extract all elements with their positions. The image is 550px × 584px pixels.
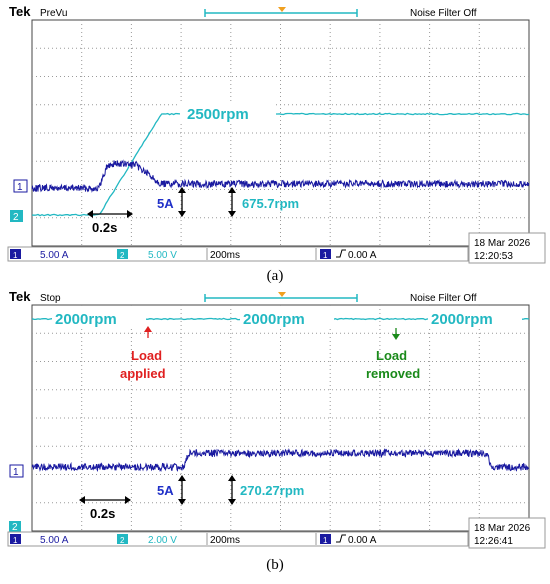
speed-label-right-backdrop — [428, 309, 522, 329]
speed-label-backdrop — [180, 104, 276, 124]
time-scale-label: 0.2s — [92, 220, 117, 235]
trigger-source-icon[interactable] — [320, 249, 331, 259]
ch2-speed-trace — [31, 112, 530, 217]
brand-label: Tek — [9, 289, 31, 304]
ch2-scale-readout: 2.00 V — [148, 535, 177, 546]
brand-label: Tek — [9, 4, 31, 19]
time-readout: 12:20:53 — [474, 251, 513, 262]
speed-label-left-backdrop — [52, 309, 146, 329]
ch1-current-trace — [31, 447, 530, 473]
ch2-scale-readout: 5.00 V — [148, 250, 177, 261]
timebase-readout: 200ms — [210, 250, 240, 261]
speed-value-label: 2500rpm — [187, 106, 249, 123]
scope-panel-a: Tek PreVu Noise Filter Off 2500rpm 1 2 5… — [0, 0, 550, 290]
load-applied-arrowhead — [144, 326, 152, 332]
speed-label-right: 2000rpm — [431, 311, 493, 328]
panel-caption-b: (b) — [266, 557, 284, 573]
trigger-source-icon[interactable] — [320, 534, 331, 544]
speed-scale-arrowheads — [228, 475, 236, 505]
svg-text:1: 1 — [13, 251, 18, 260]
trigger-position-icon — [278, 7, 286, 12]
date-readout: 18 Mar 2026 — [474, 523, 531, 534]
time-readout: 12:26:41 — [474, 536, 513, 547]
datetime-box — [468, 232, 546, 264]
svg-text:2: 2 — [120, 251, 125, 260]
ch2-status-icon[interactable] — [117, 249, 128, 259]
ch2-marker-box[interactable] — [9, 521, 21, 532]
speed-label-left: 2000rpm — [55, 311, 117, 328]
acquisition-mode: PreVu — [40, 8, 67, 19]
current-scale-arrowheads — [178, 187, 186, 217]
speed-scale-arrowheads — [228, 187, 236, 217]
scope-panel-b: Tek Stop Noise Filter Off 2000rpm 2000rp… — [0, 289, 550, 579]
load-removed-arrowhead — [392, 334, 400, 340]
load-removed-line2: removed — [366, 366, 420, 381]
graticule-grid — [32, 20, 529, 246]
ch1-scale-readout: 5.00 A — [40, 250, 69, 261]
svg-text:1: 1 — [323, 536, 328, 545]
ch1-status-icon[interactable] — [10, 249, 21, 259]
date-readout: 18 Mar 2026 — [474, 238, 531, 249]
ch1-marker: 1 — [17, 182, 23, 193]
ch1-current-trace — [31, 159, 530, 193]
speed-label-mid: 2000rpm — [243, 311, 305, 328]
noise-filter-status: Noise Filter Off — [410, 293, 477, 304]
ch1-marker: 1 — [13, 467, 19, 478]
ch1-marker-box[interactable] — [9, 464, 24, 478]
svg-text:1: 1 — [323, 251, 328, 260]
trigger-edge-icon — [336, 249, 346, 258]
load-applied-line1: Load — [131, 348, 162, 363]
svg-text:1: 1 — [13, 536, 18, 545]
trigger-level-readout: 0.00 A — [348, 535, 377, 546]
trigger-level-readout: 0.00 A — [348, 250, 377, 261]
acquisition-mode: Stop — [40, 293, 61, 304]
load-removed-line1: Load — [376, 348, 407, 363]
panel-caption-a: (a) — [266, 268, 284, 284]
speed-scale-label: 270.27rpm — [240, 483, 304, 498]
current-scale-arrowheads — [178, 475, 186, 505]
trigger-edge-icon — [336, 534, 346, 543]
ch2-marker-box[interactable] — [10, 210, 23, 222]
svg-text:2: 2 — [120, 536, 125, 545]
ch2-marker: 2 — [13, 212, 19, 223]
load-applied-line2: applied — [120, 366, 166, 381]
ch1-status-icon[interactable] — [10, 534, 21, 544]
speed-label-mid-backdrop — [240, 309, 334, 329]
oscilloscope-screen-b: Tek Stop Noise Filter Off 2000rpm 2000rp… — [7, 289, 546, 549]
ch1-marker-box[interactable] — [13, 179, 28, 193]
ch2-marker: 2 — [12, 522, 18, 533]
current-scale-label: 5A — [157, 196, 174, 211]
oscilloscope-screen-a: Tek PreVu Noise Filter Off 2500rpm 1 2 5… — [7, 4, 546, 264]
current-scale-label: 5A — [157, 483, 174, 498]
speed-scale-label: 675.7rpm — [242, 196, 299, 211]
ch2-status-icon[interactable] — [117, 534, 128, 544]
time-scale-arrowheads — [79, 496, 131, 504]
timebase-readout: 200ms — [210, 535, 240, 546]
datetime-box — [468, 517, 546, 549]
ch1-scale-readout: 5.00 A — [40, 535, 69, 546]
time-scale-label: 0.2s — [90, 506, 115, 521]
trigger-position-icon — [278, 292, 286, 297]
graticule-grid — [32, 305, 529, 531]
noise-filter-status: Noise Filter Off — [410, 8, 477, 19]
